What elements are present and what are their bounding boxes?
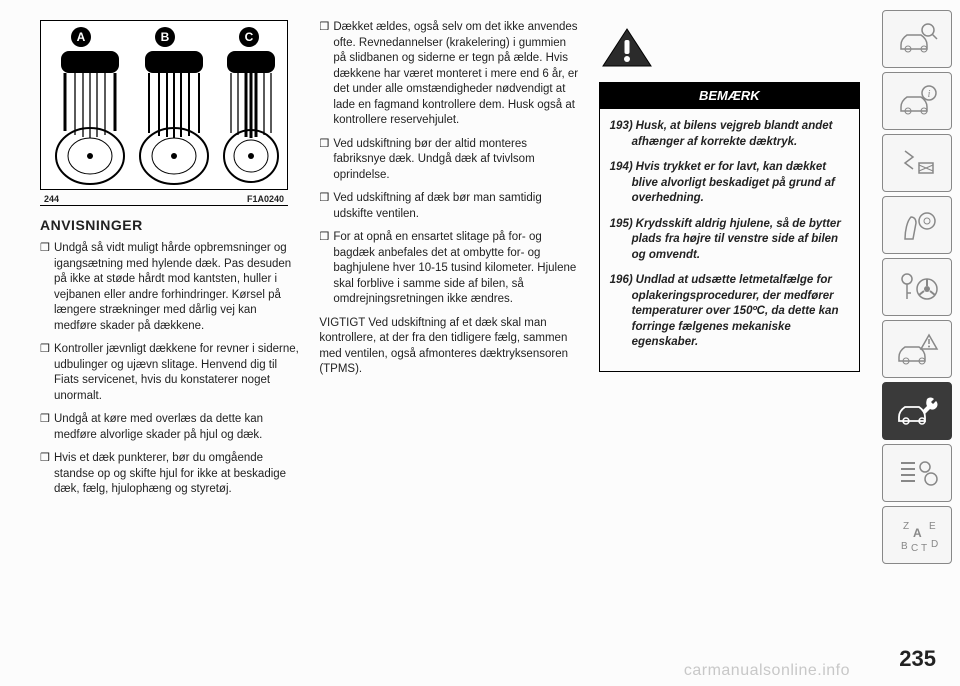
seat-airbag-icon[interactable] bbox=[882, 196, 952, 254]
figure-label-a: A bbox=[71, 27, 91, 47]
notice-text: Husk, at bilens vejgreb blandt andet afh… bbox=[610, 119, 849, 150]
col1-item-3: ❒ Hvis et dæk punkterer, bør du omgående… bbox=[40, 451, 301, 498]
section-heading: ANVISNINGER bbox=[40, 216, 301, 235]
car-wrench-icon[interactable] bbox=[882, 382, 952, 440]
notice-item-2: 195) Krydsskift aldrig hjulene, så de by… bbox=[610, 217, 849, 264]
bullet-text: Ved udskiftning af dæk bør man samtidig … bbox=[333, 191, 580, 222]
column-1: A B C bbox=[40, 20, 301, 650]
bullet-text: Ved udskiftning bør der altid monteres f… bbox=[333, 137, 580, 184]
svg-text:C: C bbox=[911, 543, 918, 554]
bullet-text: Undgå så vidt muligt hårde opbremsninger… bbox=[54, 241, 301, 334]
bullet-text: Kontroller jævnligt dækkene for revner i… bbox=[54, 342, 301, 404]
watermark: carmanualsonline.info bbox=[684, 662, 850, 680]
col2-item-2: ❒ Ved udskiftning af dæk bør man samtidi… bbox=[319, 191, 580, 222]
col2-item-1: ❒ Ved udskiftning bør der altid monteres… bbox=[319, 137, 580, 184]
notice-item-3: 196) Undlad at udsætte letmetalfælge for… bbox=[610, 273, 849, 351]
col2-item-0: ❒ Dækket ældes, også selv om det ikke an… bbox=[319, 20, 580, 129]
svg-text:A: A bbox=[913, 526, 922, 540]
notice-num: 195) bbox=[610, 217, 636, 233]
car-search-icon[interactable] bbox=[882, 10, 952, 68]
bullet-icon: ❒ bbox=[40, 451, 54, 498]
bullet-icon: ❒ bbox=[319, 20, 333, 129]
page-content: A B C bbox=[40, 20, 860, 650]
notice-num: 194) bbox=[610, 160, 636, 176]
col1-item-1: ❒ Kontroller jævnligt dækkene for revner… bbox=[40, 342, 301, 404]
svg-text:D: D bbox=[931, 539, 938, 550]
col1-item-2: ❒ Undgå at køre med overlæs da dette kan… bbox=[40, 412, 301, 443]
notice-num: 193) bbox=[610, 119, 636, 135]
figure-caption: 244 F1A0240 bbox=[40, 192, 288, 206]
list-gears-icon[interactable] bbox=[882, 444, 952, 502]
notice-item-1: 194) Hvis trykket er for lavt, kan dække… bbox=[610, 160, 849, 207]
bullet-icon: ❒ bbox=[319, 137, 333, 184]
notice-item-0: 193) Husk, at bilens vejgreb blandt ande… bbox=[610, 119, 849, 150]
svg-text:i: i bbox=[928, 89, 931, 100]
car-warning-icon[interactable] bbox=[882, 320, 952, 378]
column-2: ❒ Dækket ældes, også selv om det ikke an… bbox=[319, 20, 580, 650]
bullet-icon: ❒ bbox=[319, 230, 333, 308]
figure-label-b: B bbox=[155, 27, 175, 47]
figure-number: 244 bbox=[44, 193, 59, 205]
section-sidebar: i Z EAB D CT bbox=[882, 10, 952, 564]
notice-text: Undlad at udsætte letmetalfælge for opla… bbox=[610, 273, 849, 351]
svg-text:T: T bbox=[921, 543, 927, 554]
column-3: BEMÆRK 193) Husk, at bilens vejgreb blan… bbox=[599, 20, 860, 650]
tire-wear-figure: A B C bbox=[40, 20, 288, 190]
col2-paragraph: VIGTIGT Ved udskiftning af et dæk skal m… bbox=[319, 316, 580, 378]
car-info-icon[interactable]: i bbox=[882, 72, 952, 130]
bullet-text: For at opnå en ensartet slitage på for- … bbox=[333, 230, 580, 308]
bullet-icon: ❒ bbox=[319, 191, 333, 222]
col2-item-3: ❒ For at opnå en ensartet slitage på for… bbox=[319, 230, 580, 308]
svg-text:Z: Z bbox=[903, 521, 909, 532]
bullet-text: Dækket ældes, også selv om det ikke anve… bbox=[333, 20, 580, 129]
figure-code: F1A0240 bbox=[247, 193, 284, 205]
warning-triangle-icon bbox=[599, 26, 655, 70]
svg-text:E: E bbox=[929, 521, 936, 532]
notice-text: Krydsskift aldrig hjulene, så de bytter … bbox=[610, 217, 849, 264]
bullet-text: Hvis et dæk punkterer, bør du omgående s… bbox=[54, 451, 301, 498]
svg-text:B: B bbox=[901, 541, 908, 552]
notice-num: 196) bbox=[610, 273, 636, 289]
bullet-text: Undgå at køre med overlæs da dette kan m… bbox=[54, 412, 301, 443]
notice-box: BEMÆRK 193) Husk, at bilens vejgreb blan… bbox=[599, 26, 860, 372]
page-number: 235 bbox=[899, 646, 936, 672]
key-wheel-icon[interactable] bbox=[882, 258, 952, 316]
bullet-icon: ❒ bbox=[40, 342, 54, 404]
alphabet-icon[interactable]: Z EAB D CT bbox=[882, 506, 952, 564]
lights-icon[interactable] bbox=[882, 134, 952, 192]
notice-title: BEMÆRK bbox=[599, 82, 860, 110]
col1-item-0: ❒ Undgå så vidt muligt hårde opbremsning… bbox=[40, 241, 301, 334]
bullet-icon: ❒ bbox=[40, 241, 54, 334]
notice-body: 193) Husk, at bilens vejgreb blandt ande… bbox=[599, 109, 860, 372]
bullet-icon: ❒ bbox=[40, 412, 54, 443]
notice-text: Hvis trykket er for lavt, kan dækket bli… bbox=[610, 160, 849, 207]
figure-label-c: C bbox=[239, 27, 259, 47]
